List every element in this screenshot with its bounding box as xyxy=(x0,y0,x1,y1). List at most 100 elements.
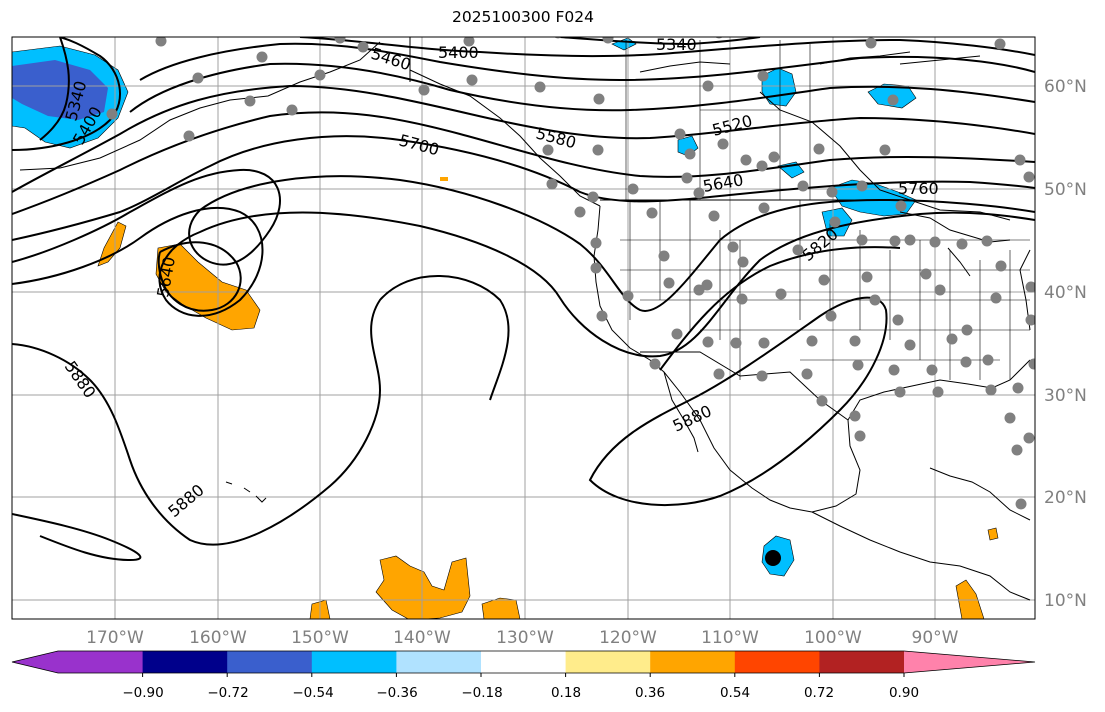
station-dot xyxy=(658,250,670,262)
station-dot xyxy=(649,358,661,370)
lat-label: 10°N xyxy=(1044,591,1087,611)
station-dot xyxy=(737,256,749,268)
colorbar-tick-label: 0.36 xyxy=(635,685,665,701)
contour-5640-low xyxy=(157,241,242,312)
station-dot xyxy=(357,41,369,53)
contour-5460 xyxy=(139,42,1035,82)
colorbar-tick-label: −0.54 xyxy=(292,685,333,701)
storm-marker xyxy=(765,550,781,566)
station-dot xyxy=(892,314,904,326)
us-state-borders xyxy=(620,200,1030,380)
contour-label: 5760 xyxy=(898,179,939,198)
colorbar-segment xyxy=(58,651,144,673)
station-dot xyxy=(590,237,602,249)
station-dot xyxy=(756,160,768,172)
positive-fill-tropics-1 xyxy=(375,555,471,619)
strong-negative-fill-alaska xyxy=(12,60,108,120)
station-dot xyxy=(1023,171,1035,183)
station-dot xyxy=(574,206,586,218)
station-dot xyxy=(192,72,204,84)
contour-5880-east xyxy=(588,296,888,507)
station-dot xyxy=(1025,281,1035,293)
station-dot xyxy=(849,410,861,422)
station-dot xyxy=(888,364,900,376)
station-dot xyxy=(775,288,787,300)
station-dot xyxy=(713,368,725,380)
station-dot xyxy=(806,335,818,347)
station-dot xyxy=(534,81,546,93)
contour-5880-pacific-loop xyxy=(12,513,142,562)
lon-label: 170°W xyxy=(86,628,144,648)
colorbar-segment xyxy=(481,651,567,673)
station-dot xyxy=(546,178,558,190)
station-dot xyxy=(854,430,866,442)
station-dot xyxy=(1025,314,1035,326)
station-markers xyxy=(106,37,1035,510)
station-dot xyxy=(956,238,968,250)
station-dot xyxy=(592,144,604,156)
station-dot xyxy=(671,328,683,340)
station-dot xyxy=(895,200,907,212)
positive-fill-tropics-3 xyxy=(481,597,521,619)
lon-label: 140°W xyxy=(393,628,451,648)
lat-label: 40°N xyxy=(1044,283,1087,303)
station-dot xyxy=(934,284,946,296)
station-dot xyxy=(155,37,167,47)
latitude-labels: 60°N 50°N 40°N 30°N 20°N 10°N xyxy=(1044,77,1087,611)
contour-5400-north xyxy=(299,37,1035,58)
station-dot xyxy=(932,386,944,398)
colorbar-tick-label: −0.90 xyxy=(122,685,163,701)
station-dot xyxy=(861,271,873,283)
contour-5580 xyxy=(12,84,1035,193)
station-dot xyxy=(334,37,346,44)
lat-label: 20°N xyxy=(1044,488,1087,508)
positive-fill-small-pacific xyxy=(440,177,448,181)
colorbar-tick-label: 0.54 xyxy=(720,685,750,701)
station-dot xyxy=(985,384,997,396)
station-dot xyxy=(889,235,901,247)
station-dot xyxy=(856,234,868,246)
colorbar-segment xyxy=(565,651,651,673)
station-dot xyxy=(852,359,864,371)
station-dot xyxy=(1012,382,1024,394)
colorbar-labels: −0.90 −0.72 −0.54 −0.36 −0.18 0.18 0.36 … xyxy=(122,685,919,701)
lat-label: 50°N xyxy=(1044,180,1087,200)
lon-label: 100°W xyxy=(804,628,862,648)
station-dot xyxy=(792,244,804,256)
map-border xyxy=(11,36,1036,620)
positive-fill-small-east xyxy=(987,527,999,541)
station-dot xyxy=(622,290,634,302)
station-dot xyxy=(627,183,639,195)
station-dot xyxy=(757,70,769,82)
colorbar-tick-label: 0.90 xyxy=(889,685,919,701)
station-dot xyxy=(758,337,770,349)
station-dot xyxy=(681,172,693,184)
contour-label: 5400 xyxy=(438,43,479,62)
station-dot xyxy=(674,128,686,140)
station-dot xyxy=(813,143,825,155)
station-dot xyxy=(818,274,830,286)
station-dot xyxy=(590,262,602,274)
station-dot xyxy=(856,180,868,192)
lon-label: 110°W xyxy=(701,628,759,648)
station-dot xyxy=(756,370,768,382)
colorbar-tick-label: 0.18 xyxy=(551,685,581,701)
central-america-coast xyxy=(811,511,1031,601)
station-dot xyxy=(684,148,696,160)
baja-coast xyxy=(663,371,699,453)
lon-label: 150°W xyxy=(291,628,349,648)
colorbar-segment xyxy=(227,651,313,673)
station-dot xyxy=(466,74,478,86)
lon-label: 130°W xyxy=(496,628,554,648)
station-dot xyxy=(946,333,958,345)
colorbar-segment xyxy=(650,651,736,673)
colorbar-segment xyxy=(734,651,820,673)
station-dot xyxy=(920,268,932,280)
colorbar-tick-label: −0.18 xyxy=(461,685,502,701)
colorbar-outline xyxy=(11,650,1036,674)
station-dot xyxy=(1014,154,1026,166)
station-dot xyxy=(995,260,1007,272)
station-dot xyxy=(587,191,599,203)
station-dot xyxy=(797,180,809,192)
contour-5880-west xyxy=(12,275,510,546)
